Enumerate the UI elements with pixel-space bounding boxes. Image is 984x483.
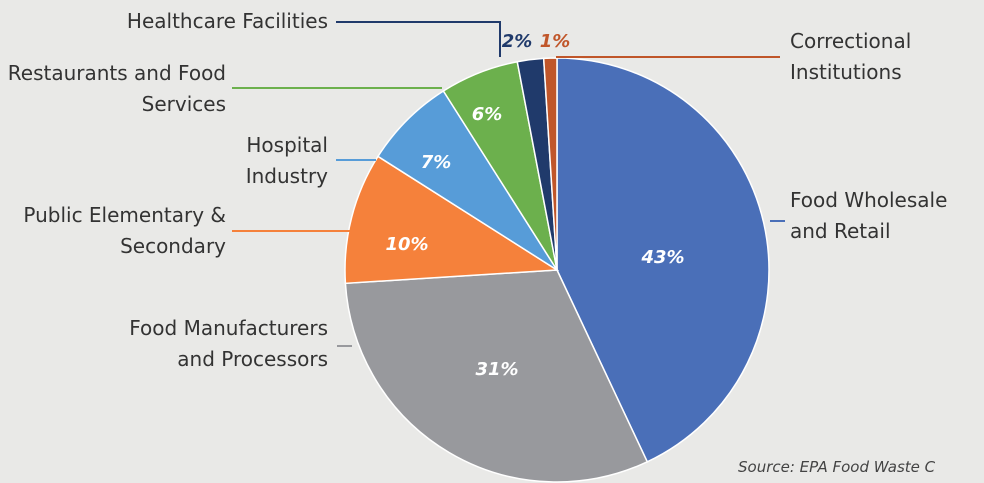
leader-line	[336, 21, 501, 57]
value-label: 1%	[540, 31, 571, 52]
category-label: Food Manufacturers and Processors	[129, 316, 328, 371]
category-label: Healthcare Facilities	[126, 9, 328, 33]
value-label: 31%	[475, 359, 518, 380]
category-label: Correctional Institutions	[790, 29, 912, 84]
value-label: 10%	[385, 234, 428, 255]
category-label: Restaurants and Food Services	[7, 61, 226, 116]
pie-slice	[556, 57, 770, 463]
value-label: 43%	[640, 247, 684, 268]
value-label: 6%	[472, 104, 503, 125]
source-note: Source: EPA Food Waste C	[738, 458, 936, 476]
pie-slice	[344, 269, 649, 483]
category-label: Food Wholesale and Retail	[790, 188, 948, 243]
category-label: Public Elementary & Secondary	[23, 203, 226, 258]
value-label: 7%	[421, 152, 452, 173]
category-label: Hospital Industry	[245, 133, 328, 188]
pie-slice	[344, 155, 560, 285]
value-label: 2%	[502, 31, 533, 52]
